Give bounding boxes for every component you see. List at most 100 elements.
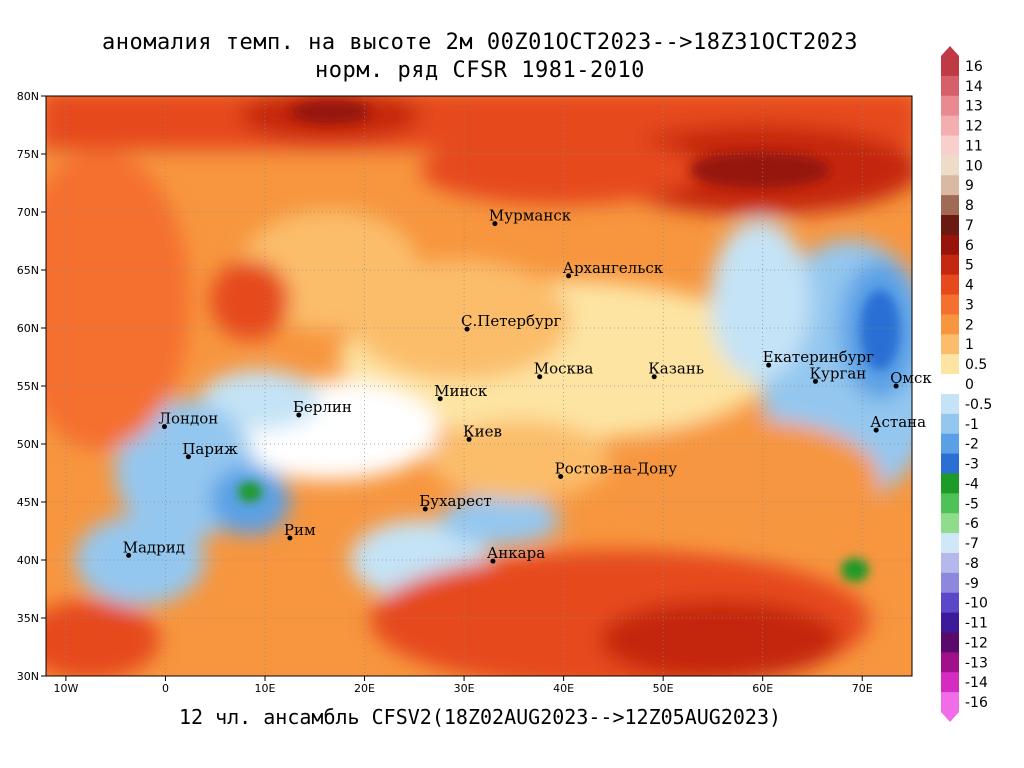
anomaly-field bbox=[46, 96, 912, 676]
legend-swatch bbox=[941, 215, 959, 236]
city-marker bbox=[185, 454, 191, 460]
city-marker bbox=[537, 374, 543, 380]
lat-tick-label: 70N bbox=[17, 206, 39, 219]
legend-label: 16 bbox=[965, 59, 983, 75]
lon-tick-label: 10W bbox=[53, 682, 78, 695]
map-subtitle: норм. ряд CFSR 1981-2010 bbox=[315, 58, 645, 83]
legend-label: 13 bbox=[965, 99, 983, 115]
legend-swatch bbox=[941, 314, 959, 335]
legend-swatch bbox=[941, 612, 959, 633]
lon-tick-label: 30E bbox=[454, 682, 475, 695]
city-label: С.Петербург bbox=[461, 312, 561, 330]
lat-tick-label: 80N bbox=[17, 90, 39, 103]
legend-swatch bbox=[941, 433, 959, 455]
legend-swatch bbox=[941, 652, 959, 673]
city-label: Курган bbox=[809, 364, 866, 382]
lat-tick-label: 65N bbox=[17, 264, 39, 277]
city-label: Анкара bbox=[487, 544, 545, 562]
legend-label: -13 bbox=[965, 655, 988, 671]
legend-swatch bbox=[941, 473, 959, 494]
lon-tick-label: 40E bbox=[553, 682, 574, 695]
legend-label: 10 bbox=[965, 158, 983, 174]
city-marker bbox=[126, 552, 132, 558]
legend-swatch bbox=[941, 533, 959, 554]
legend-label: -3 bbox=[965, 457, 979, 473]
legend-label: 11 bbox=[965, 138, 983, 154]
lat-tick-label: 50N bbox=[17, 438, 39, 451]
map-graticule bbox=[46, 95, 912, 677]
city-marker bbox=[437, 396, 443, 402]
legend-label: 3 bbox=[965, 297, 974, 313]
legend-label: -9 bbox=[965, 576, 979, 592]
city-label: Берлин bbox=[293, 398, 352, 416]
legend-swatch bbox=[941, 175, 959, 196]
legend-label: 14 bbox=[965, 79, 983, 95]
city-marker bbox=[812, 378, 818, 384]
color-legend: 16 14 13 12 11 10 9 8 7 6 5 4 3 2 1 0.5 0 -0.5 -1 -2 -3 -4 -5 -… bbox=[941, 46, 992, 722]
city-marker bbox=[558, 473, 564, 479]
ensemble-caption: 12 чл. ансамбль CFSV2(18Z02AUG2023-->12Z… bbox=[178, 705, 782, 729]
lat-tick-label: 45N bbox=[17, 496, 39, 509]
legend-label: -1 bbox=[965, 417, 979, 433]
legend-swatch bbox=[941, 552, 959, 574]
legend-label: 12 bbox=[965, 119, 983, 135]
city-label: Бухарест bbox=[419, 492, 491, 510]
legend-top-arrow bbox=[941, 46, 959, 56]
city-label: Минск bbox=[434, 382, 488, 400]
legend-swatch bbox=[941, 95, 959, 117]
legend-swatch bbox=[941, 274, 959, 296]
city-marker bbox=[466, 436, 472, 442]
city-label: Париж bbox=[182, 440, 238, 458]
legend-swatch bbox=[941, 672, 959, 693]
legend-swatch bbox=[941, 453, 959, 474]
city-label: Казань bbox=[648, 360, 704, 378]
lat-tick-label: 55N bbox=[17, 380, 39, 393]
city-marker bbox=[287, 535, 293, 541]
legend-swatch bbox=[941, 354, 959, 375]
legend-label: -16 bbox=[965, 695, 988, 711]
city-marker bbox=[873, 427, 879, 433]
lon-tick-label: 20E bbox=[354, 682, 375, 695]
city-marker bbox=[651, 374, 657, 380]
legend-label: -14 bbox=[965, 675, 988, 691]
legend-label: -2 bbox=[965, 437, 979, 453]
legend-label: 4 bbox=[965, 278, 974, 294]
legend-label: -5 bbox=[965, 496, 979, 512]
legend-swatch bbox=[941, 513, 959, 534]
city-marker bbox=[566, 273, 572, 279]
legend-label: 5 bbox=[965, 258, 974, 274]
legend-label: -6 bbox=[965, 516, 979, 532]
legend-label: 8 bbox=[965, 198, 974, 214]
legend-swatch bbox=[941, 254, 959, 276]
city-label: Мурманск bbox=[489, 207, 572, 225]
legend-swatch bbox=[941, 135, 959, 156]
legend-label: 1 bbox=[965, 337, 974, 353]
city-marker bbox=[422, 506, 428, 512]
legend-swatch bbox=[941, 592, 959, 614]
city-marker bbox=[161, 424, 167, 430]
city-label: Ростов-на-Дону bbox=[555, 459, 678, 477]
legend-label: -0.5 bbox=[965, 397, 992, 413]
legend-label: -12 bbox=[965, 635, 988, 651]
legend-label: 7 bbox=[965, 218, 974, 234]
legend-label: -4 bbox=[965, 476, 979, 492]
legend-swatch bbox=[941, 195, 959, 216]
city-marker bbox=[490, 558, 496, 564]
legend-bottom-arrow bbox=[941, 712, 959, 722]
city-marker bbox=[492, 221, 498, 227]
legend-swatch bbox=[941, 234, 959, 256]
legend-label: 0.5 bbox=[965, 357, 987, 373]
lat-tick-label: 35N bbox=[17, 612, 39, 625]
legend-label: 6 bbox=[965, 238, 974, 254]
city-marker bbox=[296, 412, 302, 418]
legend-label: -7 bbox=[965, 536, 979, 552]
legend-swatch bbox=[941, 572, 959, 594]
legend-label: 9 bbox=[965, 178, 974, 194]
city-label: Лондон bbox=[158, 410, 218, 428]
city-label: Киев bbox=[463, 422, 502, 440]
legend-swatch bbox=[941, 155, 959, 176]
city-label: Екатеринбург bbox=[763, 348, 874, 366]
lon-tick-label: 70E bbox=[852, 682, 873, 695]
legend-swatch bbox=[941, 393, 959, 415]
